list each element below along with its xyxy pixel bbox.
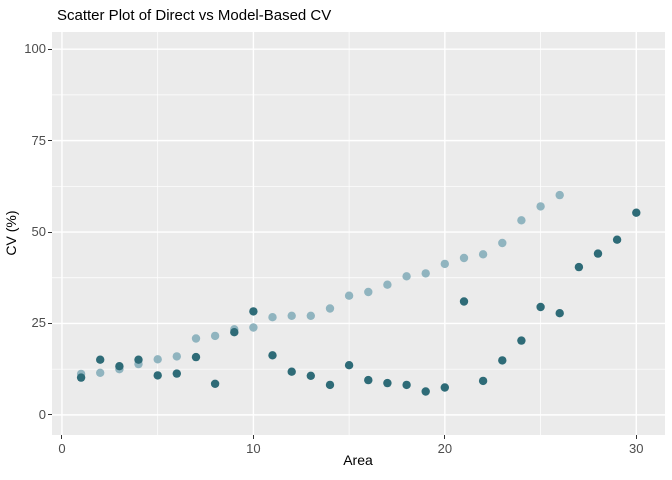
data-point [402, 272, 411, 281]
series-model-based [76, 190, 564, 379]
data-point [153, 371, 162, 380]
x-tick-label: 20 [437, 441, 453, 456]
data-point [498, 238, 507, 248]
data-point [383, 280, 392, 289]
data-point [478, 250, 488, 259]
data-point [325, 380, 335, 390]
data-point [498, 356, 507, 365]
data-point [96, 368, 105, 377]
series-direct [76, 208, 641, 396]
data-point [459, 253, 469, 263]
data-point [306, 311, 315, 320]
data-point [115, 362, 124, 371]
x-tick-label: 0 [58, 441, 66, 456]
data-point [344, 291, 354, 300]
data-point [632, 208, 641, 217]
x-tick-mark [61, 435, 63, 439]
data-point [478, 376, 488, 386]
data-point [574, 262, 584, 272]
y-tick-label: 100 [24, 41, 46, 57]
grid-minor [52, 32, 665, 435]
data-point [268, 313, 277, 322]
x-axis-title: Area [343, 452, 373, 468]
data-point [536, 302, 545, 312]
data-point [593, 249, 603, 258]
data-point [134, 355, 143, 364]
x-tick-label: 30 [629, 441, 644, 456]
data-point [268, 351, 277, 360]
chart-title: Scatter Plot of Direct vs Model-Based CV [57, 7, 332, 24]
data-point [421, 269, 430, 278]
x-tick-mark [635, 435, 637, 439]
plot-panel [52, 32, 665, 435]
data-point [536, 202, 545, 211]
data-point [96, 355, 105, 364]
data-point [210, 379, 220, 388]
data-point [364, 375, 373, 385]
data-point [287, 367, 296, 376]
data-point [555, 309, 564, 318]
data-point [76, 373, 86, 382]
data-point [440, 383, 449, 392]
data-point [153, 355, 162, 364]
data-point [249, 323, 258, 332]
data-point [517, 336, 526, 345]
y-tick-label: 50 [31, 224, 46, 240]
y-tick-mark [48, 140, 52, 142]
plot-svg [52, 32, 665, 435]
data-point [612, 235, 622, 244]
x-tick-mark [252, 435, 254, 439]
y-tick-label: 75 [31, 132, 46, 148]
y-tick-mark [48, 414, 52, 416]
data-point [287, 311, 296, 320]
data-point [210, 331, 220, 341]
y-tick-mark [48, 322, 52, 324]
data-point [517, 216, 526, 225]
data-point [172, 352, 181, 361]
data-point [364, 287, 373, 297]
data-point [440, 259, 449, 269]
data-point [555, 190, 564, 200]
x-tick-label: 10 [246, 441, 261, 456]
data-point [230, 328, 239, 337]
data-point [402, 380, 411, 390]
y-tick-label: 0 [38, 406, 46, 422]
y-tick-mark [48, 48, 52, 50]
y-tick-mark [48, 231, 52, 233]
data-point [191, 334, 201, 343]
x-tick-mark [444, 435, 446, 439]
data-point [172, 369, 181, 378]
data-point [421, 387, 430, 396]
data-point [383, 378, 392, 388]
grid-major [52, 32, 665, 435]
data-point [191, 352, 201, 362]
data-point [459, 297, 469, 306]
data-point [325, 304, 335, 313]
data-point [344, 361, 354, 370]
data-point [249, 307, 258, 316]
data-point [306, 371, 315, 380]
y-tick-label: 25 [31, 315, 46, 331]
